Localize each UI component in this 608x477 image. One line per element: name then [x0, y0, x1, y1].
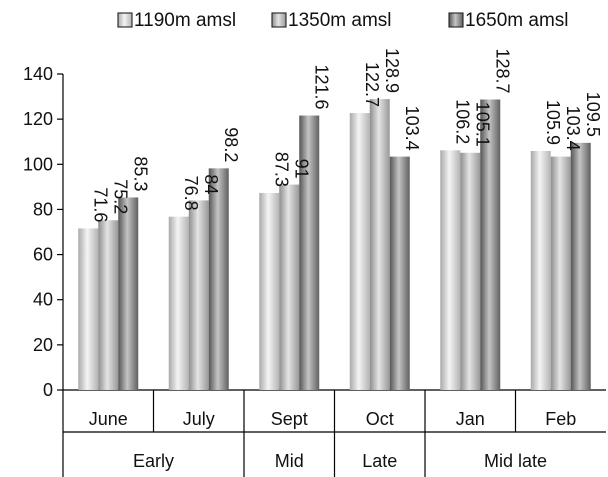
data-label: 121.6: [311, 64, 331, 109]
data-label: 106.2: [452, 99, 472, 144]
category-label: Oct: [366, 409, 394, 429]
legend-swatch: [271, 12, 287, 28]
data-label: 128.9: [382, 48, 402, 93]
bar-feb-series-1: [530, 150, 551, 390]
y-tick-label: 60: [33, 245, 53, 265]
group-label: Late: [362, 451, 397, 471]
data-label: 105.9: [543, 100, 563, 145]
data-labels: 71.6 76.8 87.3 122.7 106.2 105.9 75.2 84 91 128.9…: [90, 48, 603, 222]
bar-july-series-3: [208, 168, 229, 390]
y-tick-label: 100: [23, 154, 53, 174]
legend-swatch: [448, 12, 464, 28]
data-label: 98.2: [221, 127, 241, 162]
y-tick-label: 40: [33, 290, 53, 310]
group-label: Mid late: [484, 451, 547, 471]
data-label: 103.4: [402, 106, 422, 151]
data-label: 76.8: [181, 176, 201, 211]
bars: [78, 99, 591, 391]
data-label: 84: [201, 174, 221, 194]
data-label: 87.3: [271, 152, 291, 187]
axes: 0 20 40 60 80 100 120 140 June July Sept Oct Jan Feb E…: [23, 64, 606, 477]
legend: 1190m amsl 1350m amsl 1650m amsl: [117, 10, 569, 31]
y-tick-label: 0: [43, 380, 53, 400]
data-label: 91: [291, 159, 311, 179]
data-label: 85.3: [130, 156, 150, 191]
y-tick-label: 120: [23, 109, 53, 129]
group-label: Early: [133, 451, 174, 471]
y-tick-label: 80: [33, 199, 53, 219]
category-label: Feb: [545, 409, 576, 429]
bar-sept-series-2: [279, 184, 300, 390]
bar-june-series-3: [118, 197, 139, 390]
bar-jan-series-1: [440, 150, 461, 390]
bar-sept-series-1: [259, 192, 280, 390]
bar-oct-series-2: [369, 99, 390, 390]
bar-jan-series-3: [480, 99, 501, 391]
data-label: 105.1: [472, 102, 492, 147]
y-tick-label: 20: [33, 335, 53, 355]
bar-july-series-2: [188, 200, 209, 390]
group-label: Mid: [275, 451, 304, 471]
bar-jan-series-2: [460, 152, 481, 390]
data-label: 71.6: [90, 187, 110, 222]
y-tick-label: 140: [23, 64, 53, 84]
data-label: 109.5: [583, 92, 603, 137]
bar-oct-series-3: [389, 156, 410, 390]
data-label: 75.2: [110, 179, 130, 214]
bar-sept-series-3: [299, 115, 320, 390]
data-label: 122.7: [362, 62, 382, 107]
category-label: Sept: [271, 409, 308, 429]
legend-label: 1650m amsl: [465, 10, 569, 31]
bar-june-series-1: [78, 228, 99, 390]
bar-feb-series-2: [550, 156, 571, 390]
legend-label: 1350m amsl: [288, 10, 392, 31]
legend-swatch: [117, 12, 133, 28]
data-label: 103.4: [563, 106, 583, 151]
bar-june-series-2: [98, 220, 119, 390]
bar-feb-series-3: [570, 142, 591, 390]
category-label: June: [89, 409, 128, 429]
category-label: July: [183, 409, 215, 429]
category-label: Jan: [456, 409, 485, 429]
bar-oct-series-1: [349, 113, 370, 390]
legend-label: 1190m amsl: [134, 10, 236, 31]
data-label: 128.7: [492, 48, 512, 93]
bar-july-series-1: [168, 216, 189, 390]
